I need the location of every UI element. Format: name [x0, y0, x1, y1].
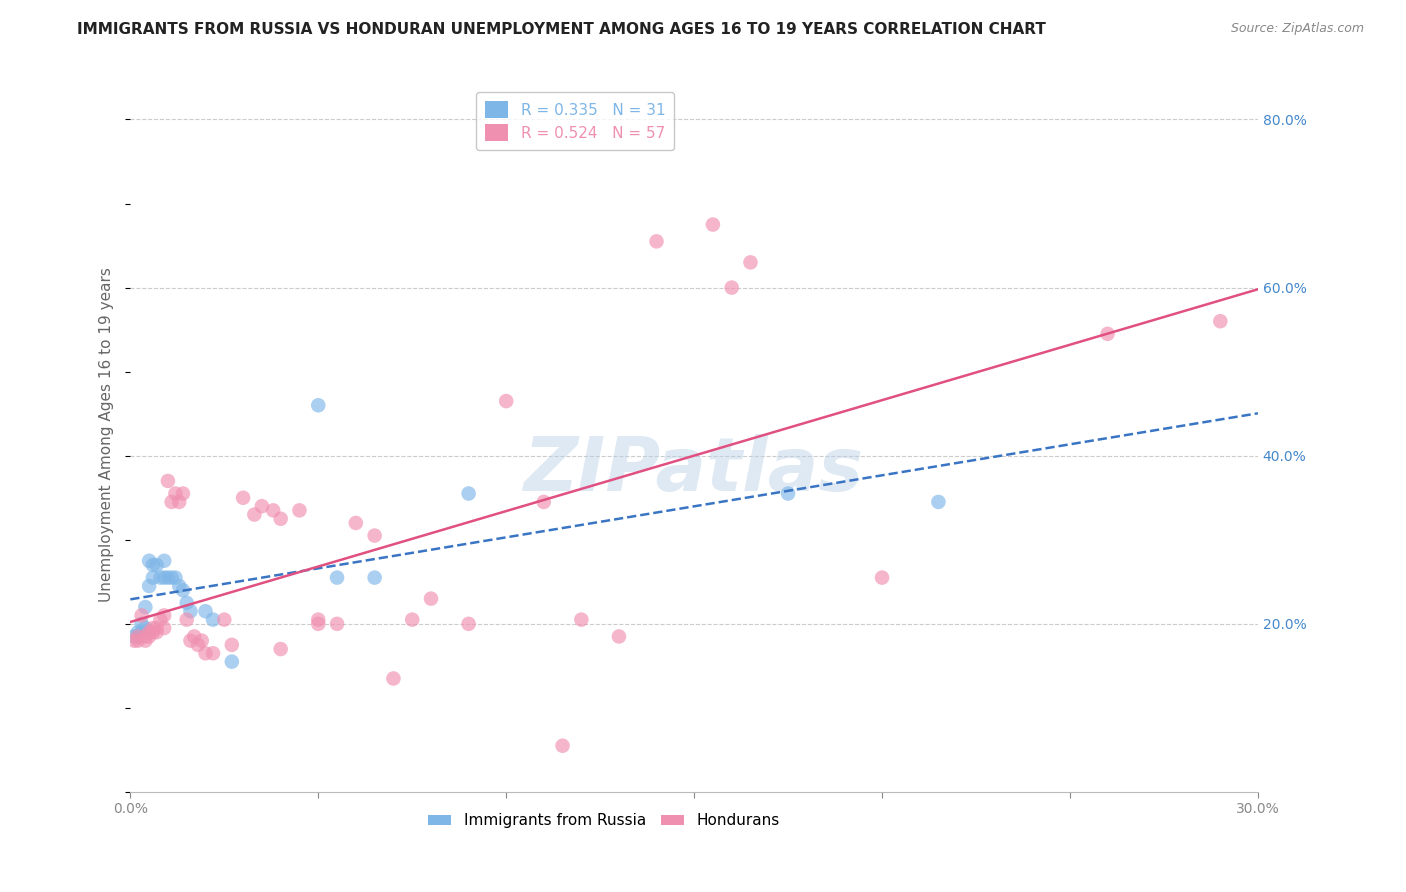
- Point: [307, 398, 329, 412]
- Point: [495, 394, 517, 409]
- Point: [153, 621, 176, 635]
- Point: [145, 621, 167, 635]
- Point: [232, 491, 254, 505]
- Point: [243, 508, 266, 522]
- Point: [457, 486, 479, 500]
- Point: [720, 280, 742, 294]
- Point: [134, 621, 156, 635]
- Point: [134, 630, 156, 644]
- Point: [262, 503, 284, 517]
- Point: [551, 739, 574, 753]
- Point: [153, 608, 176, 623]
- Point: [778, 486, 800, 500]
- Point: [156, 571, 179, 585]
- Point: [250, 499, 273, 513]
- Point: [288, 503, 311, 517]
- Point: [307, 613, 329, 627]
- Point: [165, 571, 187, 585]
- Point: [172, 583, 194, 598]
- Point: [382, 672, 405, 686]
- Point: [138, 554, 160, 568]
- Point: [270, 512, 292, 526]
- Point: [1209, 314, 1232, 328]
- Point: [153, 571, 176, 585]
- Point: [167, 579, 190, 593]
- Point: [134, 633, 156, 648]
- Point: [138, 579, 160, 593]
- Point: [149, 571, 172, 585]
- Point: [127, 630, 149, 644]
- Point: [131, 616, 153, 631]
- Point: [420, 591, 443, 606]
- Point: [363, 571, 385, 585]
- Point: [149, 613, 172, 627]
- Point: [145, 625, 167, 640]
- Text: ZIPatlas: ZIPatlas: [524, 434, 865, 507]
- Point: [131, 608, 153, 623]
- Point: [870, 571, 893, 585]
- Point: [179, 633, 201, 648]
- Point: [145, 558, 167, 572]
- Point: [172, 486, 194, 500]
- Point: [138, 625, 160, 640]
- Point: [607, 630, 630, 644]
- Point: [214, 613, 236, 627]
- Point: [363, 528, 385, 542]
- Text: IMMIGRANTS FROM RUSSIA VS HONDURAN UNEMPLOYMENT AMONG AGES 16 TO 19 YEARS CORREL: IMMIGRANTS FROM RUSSIA VS HONDURAN UNEMP…: [77, 22, 1046, 37]
- Point: [179, 604, 201, 618]
- Point: [202, 646, 225, 660]
- Point: [1097, 326, 1119, 341]
- Point: [167, 495, 190, 509]
- Legend: Immigrants from Russia, Hondurans: Immigrants from Russia, Hondurans: [422, 807, 786, 834]
- Point: [165, 486, 187, 500]
- Point: [176, 613, 198, 627]
- Point: [702, 218, 724, 232]
- Point: [194, 646, 217, 660]
- Point: [131, 625, 153, 640]
- Point: [183, 630, 205, 644]
- Point: [457, 616, 479, 631]
- Point: [202, 613, 225, 627]
- Point: [138, 630, 160, 644]
- Text: Source: ZipAtlas.com: Source: ZipAtlas.com: [1230, 22, 1364, 36]
- Point: [142, 558, 165, 572]
- Y-axis label: Unemployment Among Ages 16 to 19 years: Unemployment Among Ages 16 to 19 years: [100, 268, 114, 602]
- Point: [344, 516, 367, 530]
- Point: [740, 255, 762, 269]
- Point: [122, 630, 145, 644]
- Point: [187, 638, 209, 652]
- Point: [221, 638, 243, 652]
- Point: [307, 616, 329, 631]
- Point: [156, 474, 179, 488]
- Point: [569, 613, 592, 627]
- Point: [122, 633, 145, 648]
- Point: [927, 495, 949, 509]
- Point: [127, 625, 149, 640]
- Point: [160, 495, 183, 509]
- Point: [142, 621, 165, 635]
- Point: [176, 596, 198, 610]
- Point: [194, 604, 217, 618]
- Point: [127, 633, 149, 648]
- Point: [533, 495, 555, 509]
- Point: [153, 554, 176, 568]
- Point: [645, 235, 668, 249]
- Point: [142, 625, 165, 640]
- Point: [160, 571, 183, 585]
- Point: [270, 642, 292, 657]
- Point: [190, 633, 212, 648]
- Point: [127, 630, 149, 644]
- Point: [326, 571, 349, 585]
- Point: [142, 571, 165, 585]
- Point: [134, 600, 156, 615]
- Point: [326, 616, 349, 631]
- Point: [401, 613, 423, 627]
- Point: [221, 655, 243, 669]
